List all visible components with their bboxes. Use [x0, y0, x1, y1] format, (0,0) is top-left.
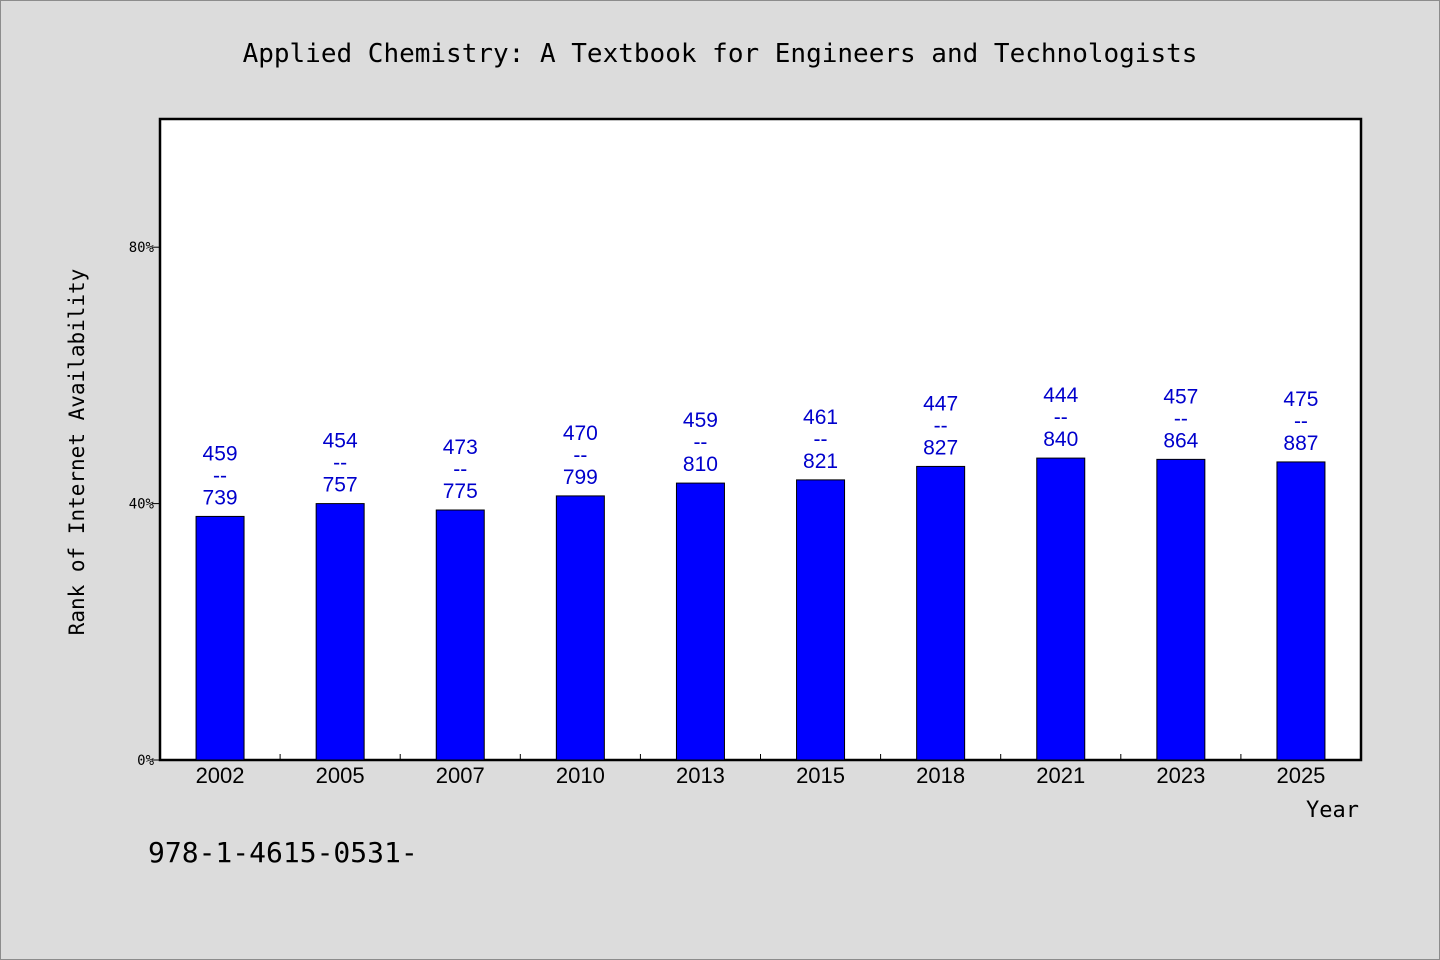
data-label: 810 [683, 453, 718, 476]
data-label: -- [453, 458, 467, 481]
data-label: 864 [1163, 429, 1198, 452]
data-labels: 459--739454--757473--775470--799459--810… [203, 384, 1319, 509]
data-label: 887 [1283, 432, 1318, 455]
bar-2013 [675, 482, 725, 761]
data-label: -- [213, 464, 227, 487]
bar-2007 [435, 509, 485, 761]
x-tick-label: 2002 [196, 763, 245, 788]
y-tick-label: 0% [137, 753, 154, 769]
bar-2005 [315, 503, 365, 761]
data-label: 475 [1283, 388, 1318, 411]
data-label: 459 [683, 409, 718, 432]
data-label: 454 [323, 430, 358, 453]
data-label: 821 [803, 450, 838, 473]
bar-2018 [916, 465, 966, 761]
data-label: 799 [563, 466, 598, 489]
x-tick-label: 2023 [1156, 763, 1205, 788]
y-axis: 0% 40% 80% [129, 240, 160, 769]
bar-2010 [555, 495, 605, 761]
y-tick-label: 40% [129, 497, 155, 513]
data-label: 739 [203, 486, 238, 509]
data-label: 457 [1163, 385, 1198, 408]
y-axis-label: Rank of Internet Availability [65, 269, 89, 636]
x-tick-label: 2015 [796, 763, 845, 788]
data-label: -- [333, 452, 347, 475]
data-label: 827 [923, 436, 958, 459]
data-label: 775 [443, 480, 478, 503]
bar-2023 [1156, 458, 1206, 761]
x-tick-label: 2010 [556, 763, 605, 788]
data-label: -- [1174, 407, 1188, 430]
data-label: -- [814, 428, 828, 451]
x-tick-label: 2025 [1276, 763, 1325, 788]
data-label: 461 [803, 406, 838, 429]
data-label: 757 [323, 474, 358, 497]
data-label: 840 [1043, 428, 1078, 451]
bar-2025 [1276, 461, 1326, 761]
x-tick-label: 2021 [1036, 763, 1085, 788]
x-axis: 2002 2005 2007 2010 2013 2015 2018 2021 2023 2025 [196, 754, 1325, 788]
x-tick-label: 2007 [436, 763, 485, 788]
bar-2021 [1036, 457, 1086, 761]
bar-2015 [796, 479, 846, 761]
data-label: -- [934, 414, 948, 437]
x-tick-label: 2013 [676, 763, 725, 788]
data-label: -- [573, 444, 587, 467]
data-label: 473 [443, 436, 478, 459]
bar-2002 [195, 515, 245, 761]
data-label: -- [693, 431, 707, 454]
data-label: 470 [563, 422, 598, 445]
chart-title: Applied Chemistry: A Textbook for Engine… [243, 39, 1198, 69]
data-label: 459 [203, 442, 238, 465]
x-axis-label: Year [1306, 798, 1359, 823]
data-label: -- [1054, 406, 1068, 429]
y-tick-label: 80% [129, 240, 155, 256]
data-label: 444 [1043, 384, 1078, 407]
isbn-text: 978-1-4615-0531- [148, 836, 418, 869]
data-label: 447 [923, 392, 958, 415]
x-tick-label: 2018 [916, 763, 965, 788]
bars [195, 457, 1326, 761]
data-label: -- [1294, 410, 1308, 433]
x-tick-label: 2005 [316, 763, 365, 788]
